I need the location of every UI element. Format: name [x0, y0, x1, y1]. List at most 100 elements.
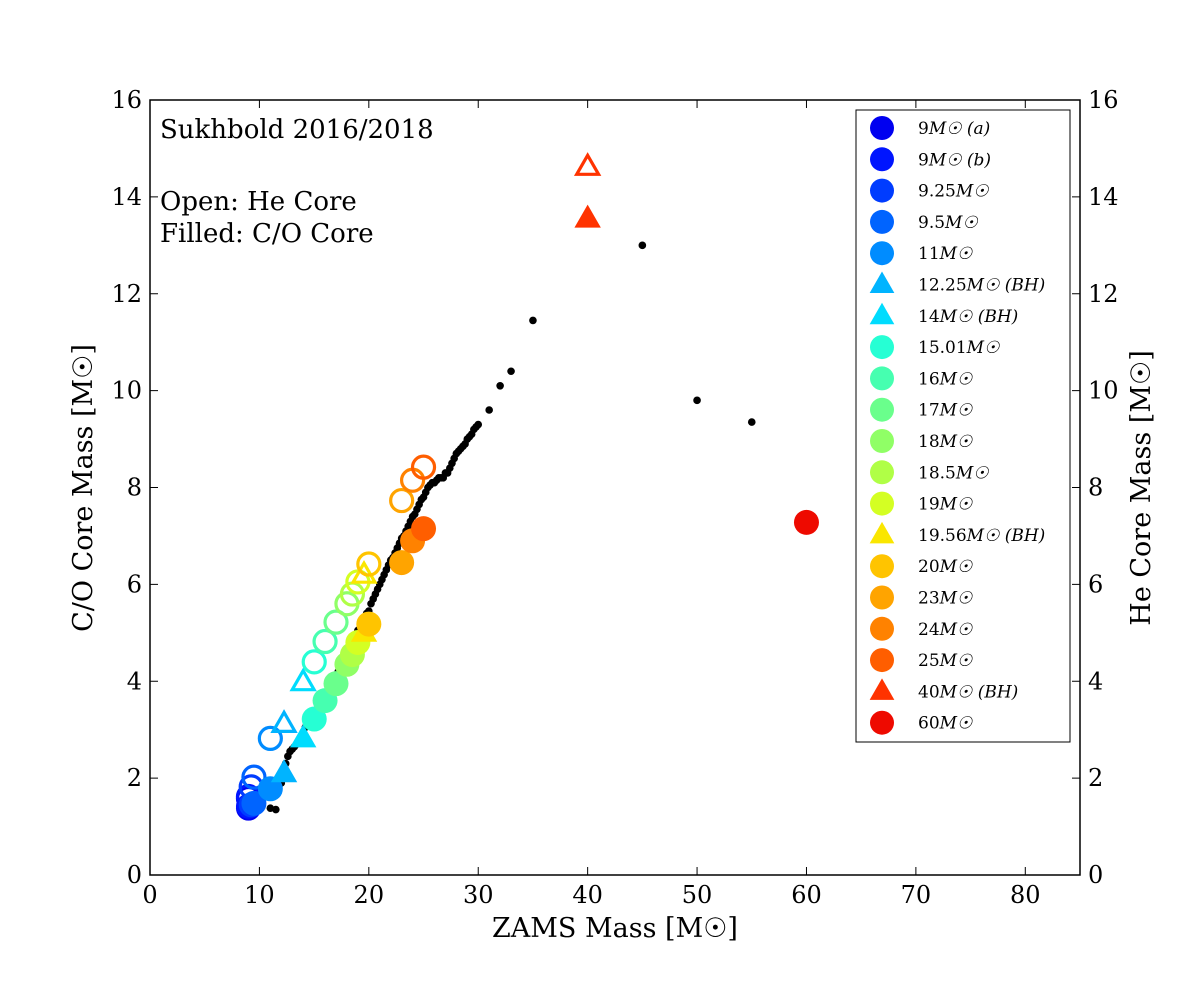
legend-marker	[870, 335, 894, 360]
he-core-marker	[312, 628, 338, 655]
background-point	[747, 418, 756, 426]
he-core-marker	[301, 649, 327, 675]
background-point	[638, 241, 647, 250]
y-tick-label-left: 2	[127, 764, 142, 792]
co-core-marker	[257, 776, 283, 802]
legend-marker	[870, 460, 894, 485]
legend-marker	[870, 585, 894, 610]
y-tick-label-left: 10	[111, 377, 142, 405]
legend-label: 12.25M☉ (BH)	[918, 276, 1045, 296]
x-tick-label: 20	[354, 881, 385, 909]
he-core-marker	[410, 454, 437, 480]
y-tick-label-right: 12	[1088, 280, 1119, 308]
legend-label: 40M☉ (BH)	[918, 682, 1018, 702]
background-point	[272, 805, 280, 814]
y-tick-label-right: 6	[1088, 570, 1103, 598]
legend-label: 18.5M☉	[918, 463, 989, 483]
y-tick-label-left: 16	[111, 86, 142, 114]
legend-marker	[870, 397, 894, 422]
co-core-marker	[356, 611, 382, 637]
y-tick-label-right: 10	[1088, 377, 1119, 405]
legend-marker	[870, 241, 894, 266]
co-core-marker	[289, 724, 317, 748]
legend-marker	[869, 302, 895, 325]
legend-label: 19M☉	[918, 495, 973, 515]
co-core-marker	[411, 516, 437, 542]
x-tick-label: 0	[142, 881, 157, 909]
y-tick-label-right: 2	[1088, 764, 1103, 792]
x-tick-label: 70	[901, 881, 932, 909]
legend-label: 25M☉	[918, 651, 973, 671]
y-tick-label-right: 0	[1088, 861, 1103, 889]
he-core-marker	[389, 487, 415, 514]
legend-marker	[869, 521, 895, 544]
legend-label: 17M☉	[918, 401, 973, 421]
x-axis-label: ZAMS Mass [M☉]	[492, 913, 738, 944]
he-core-marker	[323, 609, 349, 635]
series-layer	[235, 152, 819, 821]
y-tick-label-left: 0	[127, 861, 142, 889]
y-tick-label-left: 4	[127, 667, 142, 695]
background-point	[496, 381, 504, 390]
legend-box	[855, 109, 1071, 743]
legend-label: 19.56M☉ (BH)	[918, 526, 1045, 546]
co-core-marker	[793, 509, 819, 535]
background-point	[474, 420, 483, 429]
x-tick-label: 60	[791, 881, 822, 909]
y-tick-label-right: 14	[1088, 183, 1119, 211]
annotation-filled: Filled: C/O Core	[160, 219, 374, 249]
legend-label: 9M☉ (a)	[918, 119, 990, 139]
y-tick-label-left: 12	[111, 280, 142, 308]
co-core-marker	[270, 759, 298, 783]
y-tick-label-right: 4	[1088, 667, 1103, 695]
co-core-marker	[301, 706, 327, 732]
y-tick-label-left: 6	[127, 570, 142, 598]
x-tick-label: 50	[682, 881, 713, 909]
co-core-marker	[323, 671, 349, 697]
legend-label: 60M☉	[918, 714, 973, 734]
legend-label: 9M☉ (b)	[918, 150, 991, 170]
he-core-marker	[350, 559, 378, 584]
legend-label: 14M☉ (BH)	[918, 307, 1018, 327]
legend-marker	[870, 616, 894, 641]
legend-marker	[870, 366, 894, 391]
legend-label: 18M☉	[918, 432, 973, 452]
legend-label: 16M☉	[918, 369, 973, 389]
legend-marker	[870, 429, 894, 453]
y-tick-label-left: 8	[127, 474, 142, 502]
annotation-open: Open: He Core	[160, 187, 357, 217]
he-core-marker	[257, 725, 283, 752]
legend-marker	[870, 209, 894, 234]
co-core-marker	[574, 204, 601, 228]
x-tick-label: 40	[572, 881, 603, 909]
legend-marker	[870, 147, 894, 172]
he-core-marker	[289, 667, 317, 692]
legend-marker	[870, 116, 894, 140]
he-core-marker	[356, 551, 382, 577]
x-tick-label: 30	[463, 881, 494, 909]
annotation-source: Sukhbold 2016/2018	[160, 115, 434, 145]
background-point	[485, 406, 493, 414]
legend-label: 11M☉	[918, 244, 973, 264]
legend-label: 9.5M☉	[918, 213, 978, 233]
legend-label: 9.25M☉	[918, 182, 989, 202]
he-core-marker	[573, 152, 602, 176]
legend-marker	[870, 554, 894, 579]
legend-marker	[870, 710, 894, 735]
legend-label: 20M☉	[918, 557, 973, 577]
background-point	[693, 396, 701, 405]
background-point	[507, 367, 515, 376]
legend-label: 24M☉	[918, 620, 973, 640]
he-core-marker	[241, 764, 267, 790]
legend-marker	[870, 648, 894, 673]
y-axis-label-right: He Core Mass [M☉]	[1126, 350, 1157, 625]
legend-marker	[869, 271, 895, 293]
x-tick-label: 10	[244, 881, 275, 909]
x-tick-label: 80	[1010, 881, 1041, 909]
legend-marker	[870, 491, 894, 516]
co-core-marker	[389, 550, 415, 576]
co-core-marker	[241, 790, 267, 816]
legend-label: 15.01M☉	[918, 338, 1000, 358]
